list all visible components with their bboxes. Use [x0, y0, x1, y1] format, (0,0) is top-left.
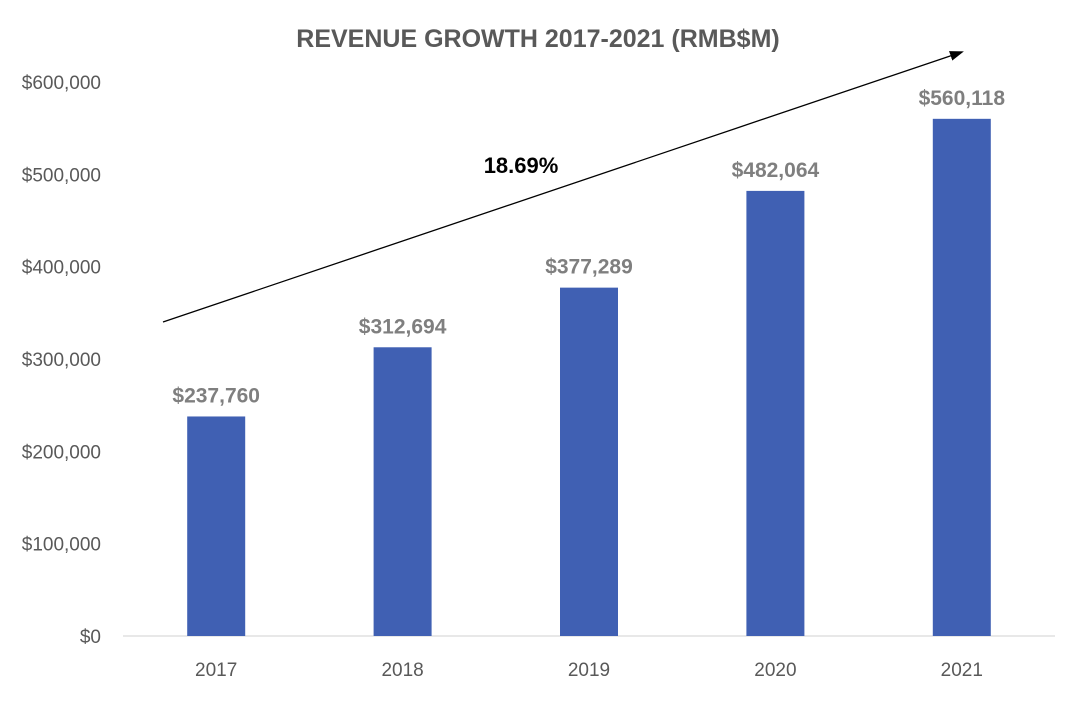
bar-series [187, 118, 991, 637]
trend-annotation: 18.69% [162, 51, 964, 323]
bar-data-label: $237,760 [172, 384, 260, 407]
bar [187, 416, 246, 636]
y-tick-label: $200,000 [22, 442, 101, 463]
x-tick-label: 2021 [941, 660, 983, 681]
x-tick-label: 2019 [568, 660, 610, 681]
bar [746, 190, 805, 637]
x-axis: 2017 2018 2019 2020 2021 [123, 635, 1055, 681]
y-tick-label: $100,000 [22, 535, 101, 556]
trend-arrow [162, 51, 964, 323]
bar-data-label: $560,118 [919, 87, 1006, 110]
y-tick-label: $0 [80, 627, 101, 648]
growth-rate-label: 18.69% [484, 153, 559, 178]
bar [932, 118, 991, 636]
bar-data-label: $482,064 [732, 159, 820, 182]
y-tick-label: $600,000 [22, 73, 101, 94]
bar-data-label: $312,694 [359, 315, 447, 338]
chart-title: REVENUE GROWTH 2017-2021 (RMB$M) [296, 25, 779, 53]
bar [373, 347, 432, 636]
x-tick-label: 2017 [195, 660, 237, 681]
x-tick-label: 2020 [754, 660, 796, 681]
y-tick-label: $300,000 [22, 350, 101, 371]
bar [560, 287, 618, 636]
x-tick-label: 2018 [381, 660, 423, 681]
bar-data-label: $377,289 [545, 256, 633, 279]
y-tick-label: $400,000 [22, 258, 101, 279]
y-tick-label: $500,000 [22, 165, 101, 186]
data-labels: $237,760 $312,694 $377,289 $482,064 $560,118 [172, 87, 1005, 408]
y-axis: $0 $100,000 $200,000 $300,000 $400,000 $500,0… [22, 73, 101, 648]
